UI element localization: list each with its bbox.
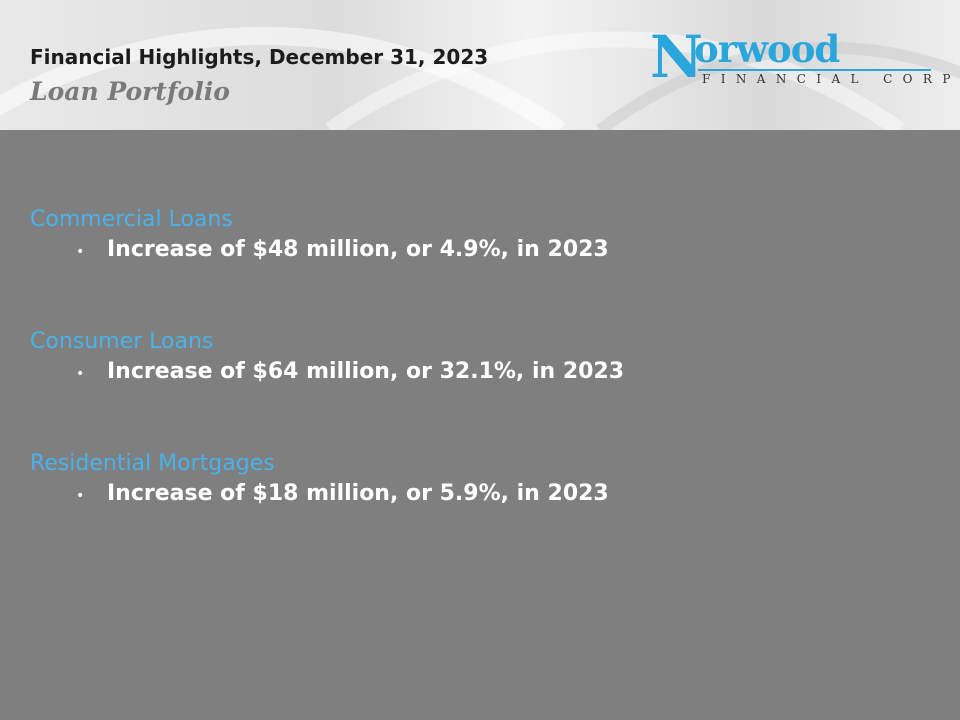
bullet-text: Increase of $18 million, or 5.9%, in 202…	[107, 481, 609, 506]
slide-title: Financial Highlights, December 31, 2023	[30, 45, 489, 69]
section-commercial-loans: Commercial Loans • Increase of $48 milli…	[30, 206, 930, 264]
section-heading: Consumer Loans	[30, 329, 214, 354]
header-decoration	[0, 26, 960, 130]
norwood-logo: N orwood FINANCIAL CORP	[650, 27, 950, 88]
logo-name: orwood	[694, 27, 840, 71]
bullet-dot-icon: •	[76, 366, 85, 382]
section-residential-mortgages: Residential Mortgages • Increase of $18 …	[30, 450, 930, 508]
bullet-item: • Increase of $48 million, or 4.9%, in 2…	[76, 236, 930, 264]
bullet-item: • Increase of $64 million, or 32.1%, in …	[76, 358, 930, 386]
logo-rule	[698, 69, 931, 71]
section-heading: Residential Mortgages	[30, 451, 275, 476]
slide-content: Commercial Loans • Increase of $48 milli…	[30, 206, 930, 572]
bullet-text: Increase of $48 million, or 4.9%, in 202…	[107, 237, 609, 262]
logo-initial: N	[650, 23, 704, 91]
bullet-text: Increase of $64 million, or 32.1%, in 20…	[107, 359, 625, 384]
bullet-dot-icon: •	[76, 488, 85, 504]
section-heading: Commercial Loans	[30, 207, 233, 232]
slide-subtitle: Loan Portfolio	[30, 77, 230, 106]
bullet-dot-icon: •	[76, 244, 85, 260]
logo-tagline: FINANCIAL CORP	[702, 72, 960, 86]
bullet-item: • Increase of $18 million, or 5.9%, in 2…	[76, 480, 930, 508]
slide-header: Financial Highlights, December 31, 2023 …	[0, 0, 960, 130]
section-consumer-loans: Consumer Loans • Increase of $64 million…	[30, 328, 930, 386]
